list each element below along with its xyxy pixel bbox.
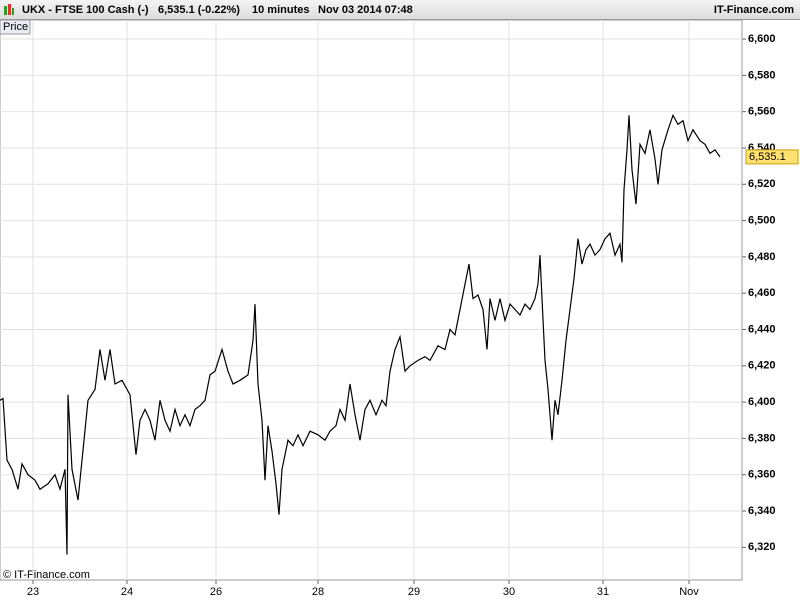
y-tick-label: 6,340: [748, 505, 776, 517]
price-line: [0, 113, 721, 555]
x-tick-label: 29: [408, 586, 420, 598]
y-tick-label: 6,400: [748, 396, 776, 408]
y-tick-label: 6,520: [748, 178, 776, 190]
instrument: UKX - FTSE 100 Cash (-): [22, 4, 149, 16]
x-tick-label: 31: [597, 586, 609, 598]
x-tick-label: 26: [210, 586, 222, 598]
y-tick-label: 6,420: [748, 360, 776, 372]
y-tick-label: 6,440: [748, 323, 776, 335]
y-tick-label: 6,600: [748, 33, 776, 45]
x-tick-label: Nov: [679, 586, 699, 598]
copyright: © IT-Finance.com: [3, 569, 90, 581]
y-tick-label: 6,380: [748, 432, 776, 444]
y-tick-label: 6,320: [748, 541, 776, 553]
y-tick-label: 6,360: [748, 469, 776, 481]
y-tick-label: 6,580: [748, 69, 776, 81]
interval: 10 minutes: [252, 4, 310, 16]
logo-icon: [4, 4, 14, 15]
last-price-box: [745, 149, 799, 165]
y-tick-label: 6,500: [748, 214, 776, 226]
header-bar: UKX - FTSE 100 Cash (-) 6,535.1 (-0.22%)…: [0, 0, 800, 20]
last-price-label: 6,535.1: [749, 151, 786, 163]
x-tick-label: 30: [503, 586, 515, 598]
y-tick-label: 6,560: [748, 106, 776, 118]
price-tag: [0, 19, 31, 35]
x-tick-label: 24: [121, 586, 133, 598]
x-tick-label: 23: [27, 586, 39, 598]
timestamp: Nov 03 2014 07:48: [318, 4, 413, 16]
site: IT-Finance.com: [713, 4, 794, 16]
price-change: 6,535.1 (-0.22%): [158, 4, 240, 16]
panel-label: Price: [3, 21, 28, 33]
x-tick-label: 28: [312, 586, 324, 598]
plot-area: [0, 19, 743, 581]
y-tick-label: 6,460: [748, 287, 776, 299]
y-tick-label: 6,480: [748, 251, 776, 263]
